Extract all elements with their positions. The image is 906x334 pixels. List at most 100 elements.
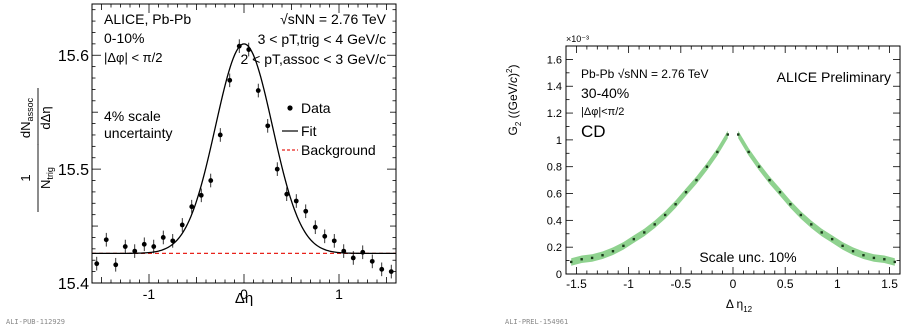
left-y-tick-label: 15.6 [58,48,89,65]
g2-point [632,237,636,241]
data-point [303,208,309,214]
g2-point [643,231,646,234]
g2-point [883,258,886,261]
g2-point [622,244,625,248]
left-pt-assoc-label: 2 < pT,assoc < 3 GeV/c [240,51,386,67]
right-preliminary-label: ALICE Preliminary [777,69,891,85]
data-point [274,166,280,172]
right-y-tick-label: 0 [556,269,562,281]
left-scale-unc-line2: uncertainty [104,125,172,141]
left-x-tick-label: -1 [143,286,156,302]
data-point [255,88,261,93]
g2-point [820,231,823,234]
right-y-tick-label: 1.2 [547,108,562,120]
left-y-label-dnassoc: dNassoc [18,97,35,138]
g2-point [601,254,604,257]
left-y-label-one: 1 [18,174,33,181]
g2-point [768,178,771,182]
left-y-label-ddeta: dΔη [38,106,53,129]
legend-data-marker [287,105,293,111]
data-point [360,249,366,255]
left-y-axis-label: 1 Ntrig dNassoc dΔη [18,88,55,212]
data-point [388,269,394,275]
g2-point [684,190,688,194]
right-y-tick-label: 0.6 [547,189,562,201]
right-dphi-label: |Δφ|<π/2 [581,106,624,118]
right-x-tick-label: -1.5 [566,277,587,291]
left-y-tick-label: 15.5 [58,162,89,179]
data-point [293,198,299,204]
left-centrality-label: 0-10% [104,30,144,46]
legend-data-label: Data [301,100,331,116]
g2-point [778,190,782,194]
data-point [322,233,328,239]
right-x-tick-label: 0.5 [777,277,794,291]
g2-point [580,258,583,261]
data-point [132,248,138,254]
data-point [331,238,337,244]
left-y-label-ntrig: Ntrig [38,167,55,189]
right-panel-id: ALI-PREL-154961 [505,318,568,326]
g2-band-left [571,130,728,266]
left-pt-trig-label: 3 < pT,trig < 4 GeV/c [258,31,386,47]
g2-point [893,260,896,264]
g2-point [851,250,855,253]
right-y-axis-label: G2 ((GeV/c)2) [505,65,523,136]
right-cd-label: CD [581,122,606,141]
data-point [160,235,166,240]
g2-point [611,250,615,253]
right-y-tick-label: 1.6 [547,54,562,66]
g2-point [830,237,834,241]
g2-point [716,150,719,154]
g2-band-right [738,130,895,266]
left-experiment-label: ALICE, Pb-Pb [104,11,191,27]
g2-point [799,213,803,217]
right-x-tick-label: -1 [623,277,634,291]
g2-point [695,178,698,182]
data-point [236,43,242,49]
g2-point [810,223,813,226]
left-energy-label: √sNN = 2.76 TeV [280,11,387,27]
g2-point [789,203,792,206]
data-point [246,47,252,52]
right-data-layer [570,130,896,266]
left-y-tick-label: 15.4 [58,276,89,293]
left-panel: -1 0 115.415.515.6 Δη 1 Ntrig dNassoc dΔη … [6,3,397,326]
right-scale-unc-label: Scale unc. 10% [699,249,796,265]
data-point [208,178,214,183]
left-x-tick-label: 0 [240,286,248,302]
g2-point [663,213,667,217]
g2-point [747,150,750,154]
g2-point [841,244,844,248]
right-y-tick-label: 1.4 [547,81,562,93]
left-x-axis-label: Δη [235,290,253,307]
legend-background-label: Background [301,142,376,158]
right-y-multiplier: ×10⁻³ [566,34,589,44]
legend-fit-label: Fit [301,123,317,139]
right-x-tick-label: 1 [834,277,841,291]
right-y-tick-label: 1 [556,135,562,147]
left-dphi-label: |Δφ| < π/2 [104,50,163,65]
right-y-tick-label: 0.8 [547,162,562,174]
g2-point [862,254,865,257]
left-panel-id: ALI-PUB-112929 [6,318,65,326]
right-x-tick-label: 0 [730,277,737,291]
fit-curve [92,43,396,255]
g2-point [570,260,573,264]
left-legend: Data Fit Background [282,100,376,158]
g2-point [726,133,729,136]
data-point [284,191,290,197]
data-point [103,237,109,243]
data-point [198,192,204,198]
g2-point [757,165,761,168]
data-point [113,262,119,268]
right-x-tick-label: 1.5 [881,277,898,291]
data-point [369,258,375,264]
data-point [350,255,356,261]
data-point [265,123,271,129]
right-axes: -1.5 -1 -0.5 0 0.5 1 1.5 0 0.2 0.4 0.6 0.8 1 1.2 1.4 1.… [547,45,901,291]
right-x-axis-label: Δ η12 [726,297,753,314]
g2-point [737,133,740,136]
g2-point [872,256,876,260]
data-point [179,222,185,228]
